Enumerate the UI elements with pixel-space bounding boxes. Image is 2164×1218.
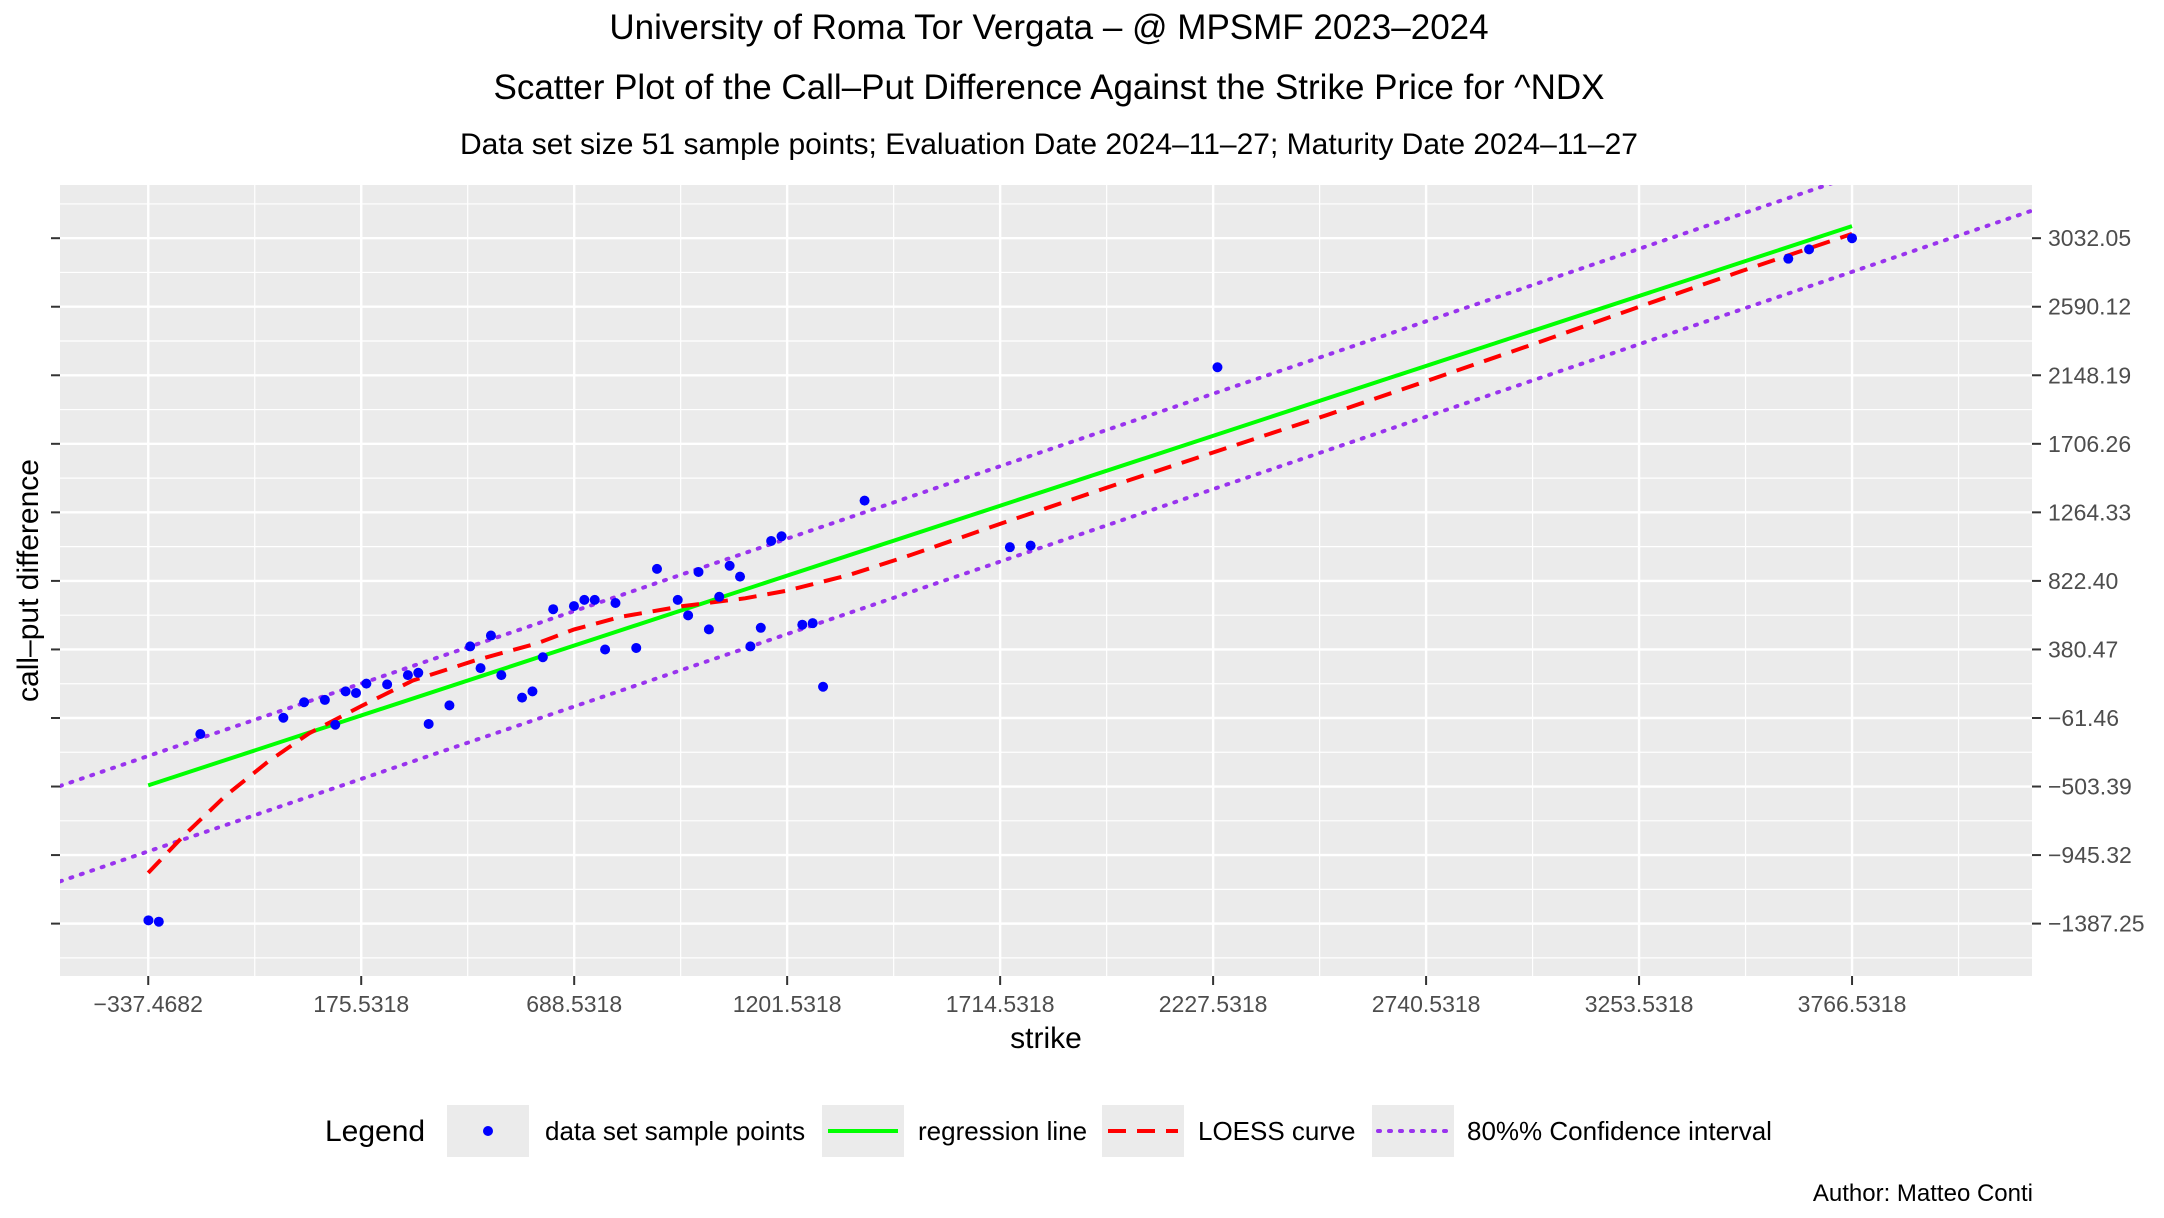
data-point [672,594,683,605]
y-tick-label: 380.47 [2048,636,2118,662]
y-tick-label: −61.46 [2048,705,2119,731]
data-point [1025,540,1036,551]
data-point [589,594,600,605]
data-point [340,686,351,697]
x-tick-label: 688.5318 [526,991,622,1017]
data-point [153,916,164,927]
data-point [1212,362,1223,373]
data-point [413,667,424,678]
legend-label: data set sample points [545,1116,805,1146]
y-tick-label: −1387.25 [2048,911,2145,937]
data-point [693,566,704,577]
data-point [1804,244,1815,255]
y-tick-label: 3032.05 [2048,225,2131,251]
data-point [402,670,413,681]
data-point [537,652,548,663]
legend-key-points [483,1126,493,1136]
data-point [631,642,642,653]
data-point [724,560,735,571]
data-point [143,915,154,926]
chart-title: University of Roma Tor Vergata – @ MPSMF… [609,8,1489,47]
data-point [818,681,829,692]
data-point [444,700,455,711]
author-credit: Author: Matteo Conti [1812,1180,2033,1207]
plot-layers [60,185,2032,927]
data-point [610,597,621,608]
x-tick-label: 175.5318 [313,991,409,1017]
data-point [475,663,486,674]
y-axis-title: call–put difference [12,459,45,702]
y-tick-label: 822.40 [2048,568,2118,594]
data-point [651,563,662,574]
loess-curve [146,232,1853,875]
x-tick-label: 1714.5318 [946,991,1055,1017]
y-tick-label: 1264.33 [2048,499,2131,525]
data-point [745,641,756,652]
data-point [797,619,808,630]
y-tick-label: 2148.19 [2048,362,2131,388]
data-point [465,641,476,652]
data-point [683,610,694,621]
data-point [319,694,330,705]
legend-title: Legend [325,1115,425,1148]
data-point [330,719,341,730]
data-point [299,697,310,708]
x-tick-label: 1201.5318 [733,991,842,1017]
x-tick-label: −337.4682 [94,991,203,1017]
data-point [776,531,787,542]
data-point [859,495,870,506]
legend-label: 80%% Confidence interval [1467,1116,1772,1146]
data-point [703,624,714,635]
data-point [548,604,559,615]
data-point [1847,233,1858,244]
x-tick-label: 2740.5318 [1372,991,1481,1017]
data-point [527,686,538,697]
data-point [579,594,590,605]
data-point [766,535,777,546]
data-point [735,571,746,582]
data-point [382,679,393,690]
y-tick-label: 2590.12 [2048,294,2131,320]
chart-subtitle: Scatter Plot of the Call–Put Difference … [493,68,1605,107]
x-tick-label: 2227.5318 [1159,991,1268,1017]
x-axis-title: strike [1010,1022,1082,1055]
data-point [1004,542,1015,553]
chart-caption: Data set size 51 sample points; Evaluati… [460,128,1638,161]
data-point [755,622,766,633]
data-point [807,618,818,629]
legend-label: regression line [918,1116,1087,1146]
y-tick-label: −945.32 [2048,842,2132,868]
data-point [1783,253,1794,264]
y-tick-label: 1706.26 [2048,431,2131,457]
regression-line [147,224,1853,788]
x-tick-label: 3766.5318 [1798,991,1907,1017]
data-point [195,729,206,740]
data-point [496,670,507,681]
data-point [351,687,362,698]
data-point [568,601,579,612]
data-point [600,644,611,655]
data-point [485,630,496,641]
legend-label: LOESS curve [1198,1116,1356,1146]
data-point [361,678,372,689]
data-point [714,591,725,602]
data-point [278,712,289,723]
data-point [517,692,528,703]
x-tick-label: 3253.5318 [1585,991,1694,1017]
data-point [423,718,434,729]
y-tick-label: −503.39 [2048,774,2132,800]
